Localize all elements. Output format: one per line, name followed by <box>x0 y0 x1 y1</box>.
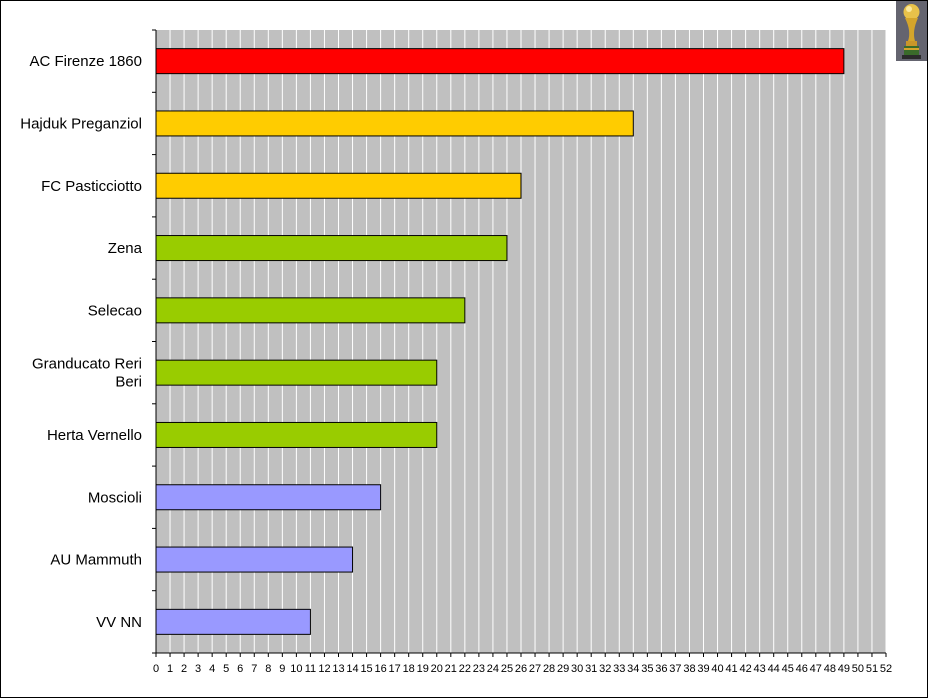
x-tick-label: 0 <box>153 663 159 675</box>
x-tick-label: 45 <box>782 663 794 675</box>
bar <box>155 48 845 75</box>
x-tick-label: 9 <box>279 663 285 675</box>
x-tick-label: 31 <box>585 663 597 675</box>
category-label: Hajduk Preganziol <box>20 115 142 132</box>
x-tick-label: 26 <box>515 663 527 675</box>
x-tick-label: 12 <box>318 663 330 675</box>
x-tick-label: 18 <box>403 663 415 675</box>
x-tick-label: 19 <box>417 663 429 675</box>
x-tick-label: 17 <box>389 663 401 675</box>
x-tick-label: 28 <box>543 663 555 675</box>
x-tick-label: 22 <box>459 663 471 675</box>
x-tick-label: 2 <box>181 663 187 675</box>
category-labels: AC Firenze 1860 Hajduk Preganziol FC Pasti… <box>20 53 142 631</box>
x-tick-label: 15 <box>360 663 372 675</box>
x-tick-label: 7 <box>251 663 257 675</box>
x-tick-label: 33 <box>613 663 625 675</box>
x-tick-label: 30 <box>571 663 583 675</box>
bars <box>155 48 845 635</box>
bar <box>155 235 508 262</box>
x-tick-label: 11 <box>305 663 316 675</box>
bar <box>155 484 382 511</box>
category-label: Herta Vernello <box>47 427 142 444</box>
x-tick-label: 23 <box>473 663 485 675</box>
x-tick-label: 48 <box>824 663 836 675</box>
category-label: Selecao <box>88 302 142 319</box>
bar <box>155 608 311 635</box>
x-tick-label: 46 <box>796 663 808 675</box>
x-tick-label: 6 <box>237 663 243 675</box>
x-tick-label: 49 <box>838 663 850 675</box>
bar <box>155 297 466 324</box>
x-tick-label: 34 <box>627 663 639 675</box>
x-tick-labels: 0 1 2 3 4 5 6 7 8 9 10 11 12 13 14 15 16 17 18 19 20 21 22 23 24… <box>153 663 892 675</box>
x-tick-label: 8 <box>265 663 271 675</box>
bar <box>155 110 634 137</box>
x-tick-label: 16 <box>374 663 386 675</box>
x-tick-label: 21 <box>445 663 457 675</box>
x-tick-label: 35 <box>641 663 653 675</box>
x-tick-label: 50 <box>852 663 864 675</box>
x-tick-label: 29 <box>557 663 569 675</box>
x-tick-label: 5 <box>223 663 229 675</box>
x-tick-label: 4 <box>209 663 215 675</box>
bar <box>155 172 522 199</box>
x-tick-label: 37 <box>669 663 681 675</box>
category-label: VV NN <box>96 614 142 631</box>
axis-ticks <box>152 29 887 657</box>
category-label: Zena <box>108 240 143 257</box>
bar <box>155 546 354 573</box>
x-tick-label: 44 <box>768 663 780 675</box>
x-tick-label: 24 <box>487 663 499 675</box>
trophy-icon <box>896 1 927 61</box>
x-tick-label: 27 <box>529 663 541 675</box>
bar <box>155 421 438 448</box>
category-label: FC Pasticciotto <box>41 178 142 195</box>
x-tick-label: 43 <box>754 663 766 675</box>
category-label: AC Firenze 1860 <box>29 53 142 70</box>
x-tick-label: 10 <box>290 663 302 675</box>
x-tick-label: 3 <box>195 663 201 675</box>
x-tick-label: 20 <box>431 663 443 675</box>
x-tick-label: 1 <box>167 663 173 675</box>
bar <box>155 359 438 386</box>
category-label: Granducato Reri Beri <box>32 356 142 391</box>
x-tick-label: 40 <box>711 663 723 675</box>
x-tick-label: 41 <box>725 663 737 675</box>
x-tick-label: 32 <box>599 663 611 675</box>
x-tick-label: 36 <box>655 663 667 675</box>
category-label: Moscioli <box>88 489 142 506</box>
x-tick-label: 38 <box>683 663 695 675</box>
category-label: AU Mammuth <box>50 552 142 569</box>
x-tick-label: 47 <box>810 663 822 675</box>
x-tick-label: 13 <box>332 663 344 675</box>
x-tick-label: 52 <box>880 663 892 675</box>
x-tick-label: 25 <box>501 663 513 675</box>
x-tick-label: 42 <box>739 663 751 675</box>
x-tick-label: 14 <box>346 663 358 675</box>
x-tick-label: 51 <box>866 663 878 675</box>
x-tick-label: 39 <box>697 663 709 675</box>
